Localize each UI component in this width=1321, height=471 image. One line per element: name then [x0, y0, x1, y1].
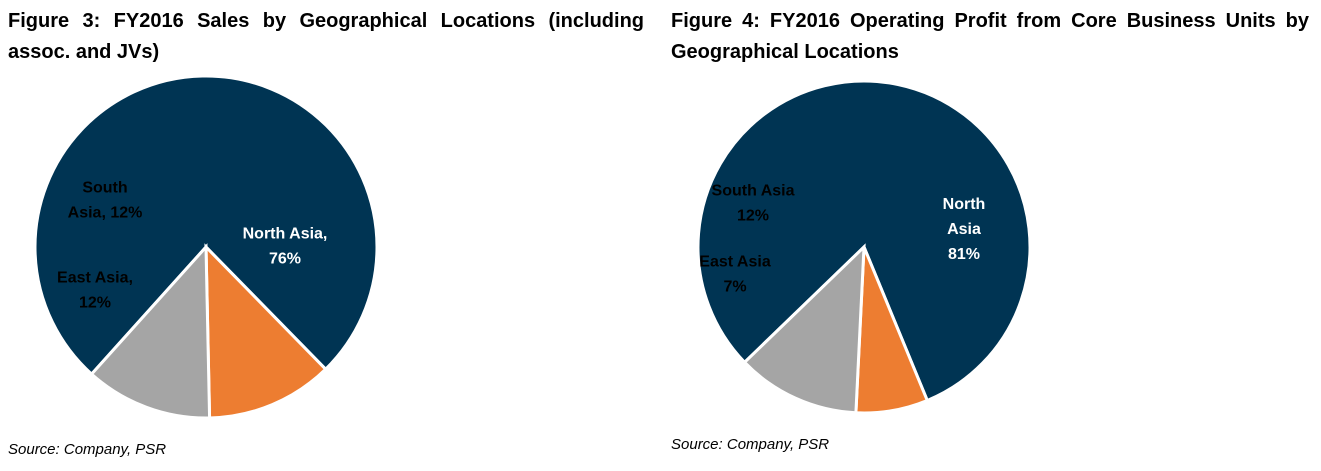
chart-title: Figure 4: FY2016 Operating Profit from C…: [671, 10, 1309, 63]
slice-label-south-asia: South Asia 12%: [712, 183, 795, 225]
slice-label-line: 12%: [79, 295, 111, 312]
slice-label-north-asia: North Asia, 76%: [243, 226, 328, 268]
slice-label-line: South: [82, 180, 127, 197]
pie-slice-east-asia: [204, 243, 328, 420]
slice-label-line: East Asia,: [57, 270, 133, 287]
slice-label-south-asia: South Asia, 12%: [68, 180, 143, 222]
slice-label-line: Asia: [947, 221, 981, 238]
slice-label-line: 12%: [737, 208, 769, 225]
pie-slice-south-asia: [89, 243, 212, 420]
pie-slice-south-asia: [742, 243, 866, 415]
slice-label-line: North Asia,: [243, 226, 328, 243]
chart-title: Figure 3: FY2016 Sales by Geographical L…: [8, 10, 644, 63]
source-note: Source: Company, PSR: [8, 441, 167, 458]
slice-label-line: 81%: [948, 246, 980, 263]
slice-label-line: Asia, 12%: [68, 205, 143, 222]
slice-label-north-asia: North Asia 81%: [943, 196, 986, 263]
slice-label-line: East Asia: [699, 254, 771, 271]
slice-label-line: 7%: [723, 279, 746, 296]
slice-label-line: South Asia: [712, 183, 795, 200]
pie-chart-sales: North Asia, 76% East Asia, 12% South Asia, 12…: [33, 74, 379, 420]
pie-slice-north-asia: [696, 79, 1032, 403]
pie-slice-north-asia: [33, 74, 379, 377]
figure-3: Figure 3: FY2016 Sales by Geographical L…: [0, 0, 650, 471]
slice-label-line: 76%: [269, 251, 301, 268]
source-note: Source: Company, PSR: [671, 436, 830, 453]
slice-label-east-asia: East Asia 7%: [699, 254, 771, 296]
slice-label-east-asia: East Asia, 12%: [57, 270, 133, 312]
pie-chart-operating-profit: North Asia 81% East Asia 7% South Asia 12%: [696, 79, 1032, 415]
slice-label-line: North: [943, 196, 986, 213]
figure-4: Figure 4: FY2016 Operating Profit from C…: [665, 0, 1321, 471]
